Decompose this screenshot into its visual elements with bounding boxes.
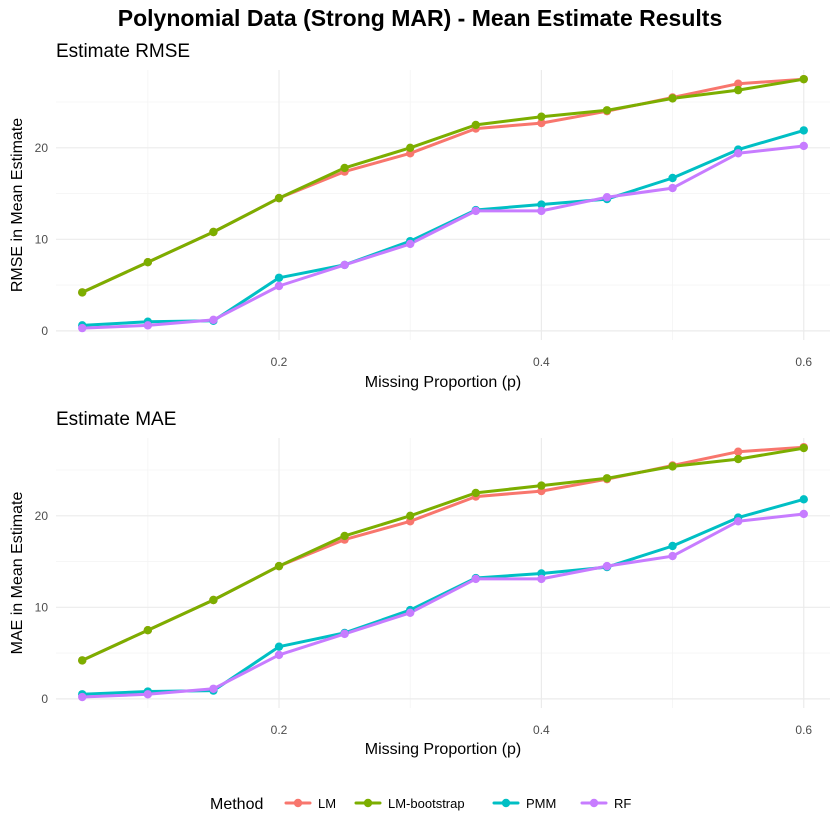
data-point-lm-bootstrap [209, 595, 218, 605]
data-point-pmm [799, 495, 808, 504]
data-point-pmm [537, 200, 546, 209]
data-point-rf [602, 193, 612, 202]
data-point-rf [209, 315, 218, 325]
data-point-lm-bootstrap [340, 531, 349, 541]
data-point-pmm [274, 273, 284, 282]
data-point-lm-bootstrap [668, 462, 677, 471]
panel-title: Estimate RMSE [56, 41, 190, 62]
data-point-rf [733, 149, 743, 158]
data-point-lm-bootstrap [340, 163, 349, 173]
data-point-lm-bootstrap [209, 227, 218, 237]
panel-title: Estimate MAE [56, 409, 176, 430]
y-axis-title: MAE in Mean Estimate [9, 492, 26, 655]
panel-rmse: 0 10 20 0.2 0.4 0.6 Estimate RMSE Missing Propo… [9, 41, 830, 391]
legend-swatch-point [293, 798, 303, 808]
x-tick-label: 0.2 [271, 723, 288, 737]
series-line-lm-bootstrap [80, 446, 806, 662]
legend-label: PMM [526, 796, 556, 811]
data-point-lm-bootstrap [602, 474, 612, 483]
data-point-rf [471, 574, 480, 584]
main-title: Polynomial Data (Strong MAR) - Mean Esti… [118, 5, 722, 31]
data-point-rf [537, 574, 546, 584]
data-point-rf [143, 321, 153, 330]
legend-title: Method [210, 796, 263, 813]
legend-label: RF [614, 796, 631, 811]
data-point-lm-bootstrap [274, 193, 284, 203]
data-point-rf [799, 509, 808, 519]
y-axis-title: RMSE in Mean Estimate [9, 118, 26, 292]
data-point-rf [406, 239, 415, 249]
series-line-rf [80, 144, 806, 330]
data-point-lm-bootstrap [602, 106, 612, 115]
data-point-rf [537, 206, 546, 216]
series-line-lm-bootstrap [80, 77, 806, 294]
data-point-lm-bootstrap [733, 85, 743, 95]
data-point-lm-bootstrap [406, 511, 415, 520]
data-point-rf [143, 690, 153, 699]
x-tick-label: 0.4 [533, 355, 550, 369]
data-point-lm-bootstrap [799, 443, 808, 453]
series-line-rf [80, 512, 806, 699]
data-point-pmm [668, 541, 677, 551]
y-tick-label: 10 [35, 600, 49, 614]
legend: Method LM LM-bootstrap PMM RF [210, 796, 631, 813]
data-point-rf [471, 206, 480, 216]
data-point-rf [274, 650, 284, 660]
data-point-rf [799, 141, 808, 151]
data-point-rf [274, 281, 284, 291]
data-point-lm-bootstrap [537, 112, 546, 121]
data-point-lm-bootstrap [78, 656, 87, 665]
y-tick-label: 0 [41, 324, 48, 338]
legend-label: LM-bootstrap [388, 796, 465, 811]
data-point-rf [668, 551, 677, 561]
legend-swatch-point [501, 798, 511, 808]
data-point-lm-bootstrap [471, 120, 480, 130]
data-point-rf [668, 183, 677, 193]
data-point-rf [78, 323, 87, 333]
data-point-rf [406, 608, 415, 618]
x-tick-label: 0.6 [795, 355, 812, 369]
data-point-rf [78, 692, 87, 702]
data-point-pmm [274, 642, 284, 651]
data-point-rf [733, 517, 743, 526]
y-tick-label: 10 [35, 232, 49, 246]
legend-label: LM [318, 796, 336, 811]
panel-mae: 0 10 20 0.2 0.4 0.6 Estimate MAE Missing Propor… [9, 409, 830, 758]
data-point-lm-bootstrap [143, 626, 153, 635]
legend-swatch-point [363, 798, 373, 808]
y-tick-label: 0 [41, 692, 48, 706]
data-point-lm-bootstrap [668, 94, 677, 103]
data-point-lm [733, 79, 743, 88]
y-tick-label: 20 [35, 509, 49, 523]
data-point-lm-bootstrap [537, 481, 546, 490]
series-line-lm [80, 445, 806, 662]
data-point-lm-bootstrap [799, 74, 808, 84]
data-point-rf [209, 684, 218, 693]
data-point-rf [340, 260, 349, 270]
data-point-lm-bootstrap [143, 258, 153, 267]
data-point-lm-bootstrap [78, 288, 87, 297]
series-line-lm [80, 77, 806, 294]
data-point-pmm [799, 126, 808, 135]
data-point-rf [340, 629, 349, 639]
x-tick-label: 0.6 [795, 723, 812, 737]
data-point-lm-bootstrap [406, 143, 415, 152]
data-point-lm-bootstrap [733, 454, 743, 464]
data-point-lm-bootstrap [274, 561, 284, 571]
x-tick-label: 0.4 [533, 723, 550, 737]
data-point-lm-bootstrap [471, 488, 480, 498]
x-axis-title: Missing Proportion (p) [365, 741, 522, 758]
data-point-lm [733, 447, 743, 456]
data-point-rf [602, 561, 612, 571]
y-tick-label: 20 [35, 141, 49, 155]
data-point-lm [537, 118, 546, 128]
data-point-pmm [668, 173, 677, 183]
x-tick-label: 0.2 [271, 355, 288, 369]
legend-swatch-point [589, 798, 599, 808]
x-axis-title: Missing Proportion (p) [365, 374, 522, 391]
